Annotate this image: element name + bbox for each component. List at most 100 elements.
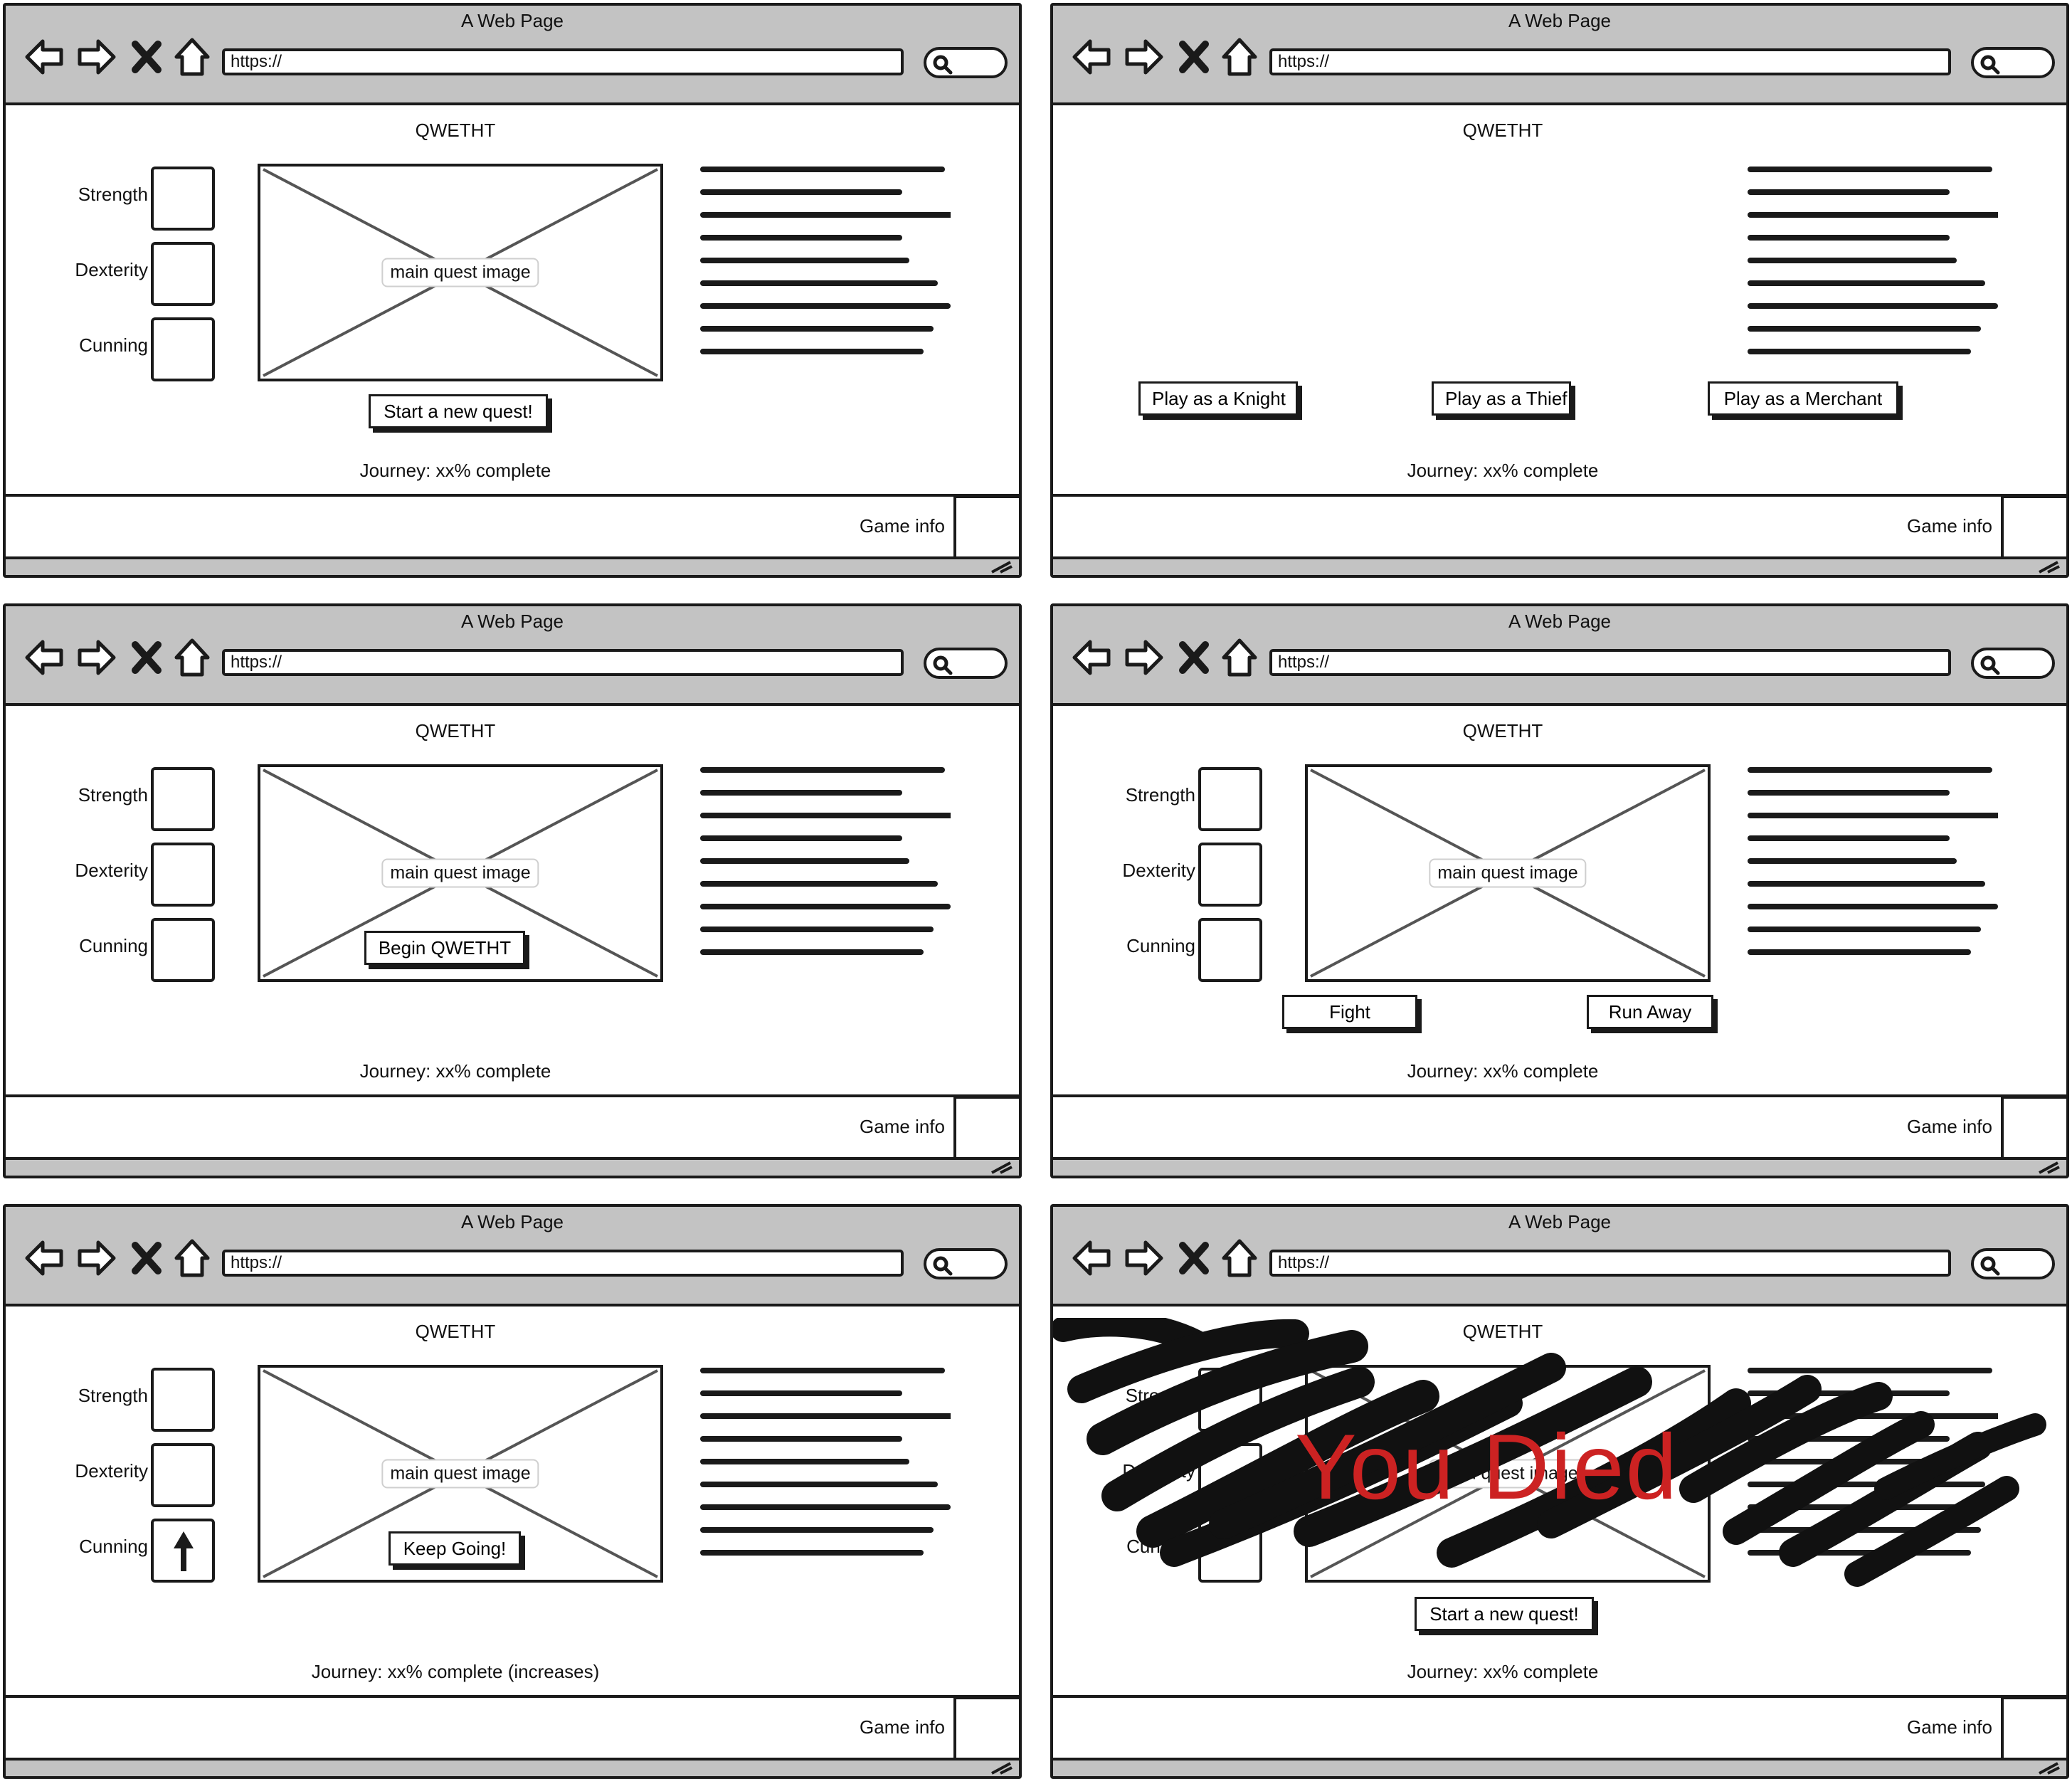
forward-arrow-icon[interactable]	[1123, 1237, 1164, 1279]
nav-buttons	[1072, 636, 1264, 683]
search-field[interactable]	[924, 47, 1008, 78]
search-field[interactable]	[1971, 1248, 2055, 1279]
close-x-icon[interactable]	[131, 636, 162, 679]
browser-titlebar: A Web Page https://	[6, 606, 1019, 706]
close-x-icon[interactable]	[131, 36, 162, 78]
search-field[interactable]	[924, 1248, 1008, 1279]
page-footer: Game info	[6, 1094, 1019, 1161]
game-info-box[interactable]	[953, 1096, 1019, 1161]
search-icon	[933, 655, 953, 675]
home-icon[interactable]	[174, 1237, 211, 1279]
resize-grip-icon[interactable]	[989, 1160, 1015, 1176]
quest-image-placeholder: main quest image Begin QWETHT	[258, 764, 663, 982]
placeholder-text-scribble	[1748, 1368, 1998, 1556]
stat-label-strength: Strength	[1125, 784, 1195, 806]
search-icon	[1980, 1256, 2000, 1276]
play-as-merchant-button[interactable]: Play as a Merchant	[1708, 381, 1898, 416]
start-new-quest-button[interactable]: Start a new quest!	[369, 394, 548, 428]
back-arrow-icon[interactable]	[24, 1237, 65, 1279]
stat-label-cunning: Cunning	[79, 935, 148, 956]
back-arrow-icon[interactable]	[24, 636, 65, 679]
stat-label-strength: Strength	[78, 784, 148, 806]
page-title: QWETHT	[415, 1321, 496, 1342]
address-bar[interactable]: https://	[222, 649, 904, 676]
game-info-link[interactable]: Game info	[1907, 1716, 1992, 1738]
page-content: QWETHT Strength Dexterity Cunning main q…	[6, 1306, 1019, 1695]
forward-arrow-icon[interactable]	[1123, 636, 1164, 679]
search-field[interactable]	[1971, 47, 2055, 78]
forward-arrow-icon[interactable]	[75, 36, 117, 78]
game-info-box[interactable]	[2001, 1096, 2066, 1161]
fight-button[interactable]: Fight	[1282, 995, 1417, 1029]
quest-image-placeholder: main quest image	[258, 164, 663, 381]
page-content: QWETHT Strength Dexterity Cunning main q…	[1053, 706, 2066, 1094]
stat-box-strength	[151, 767, 215, 831]
game-info-box[interactable]	[953, 495, 1019, 561]
browser-titlebar: A Web Page https://	[1053, 1207, 2066, 1306]
start-new-quest-button[interactable]: Start a new quest!	[1415, 1597, 1594, 1631]
back-arrow-icon[interactable]	[1072, 636, 1113, 679]
run-away-button[interactable]: Run Away	[1587, 995, 1713, 1029]
back-arrow-icon[interactable]	[1072, 1237, 1113, 1279]
stat-box-strength	[151, 1368, 215, 1432]
search-field[interactable]	[1971, 648, 2055, 679]
placeholder-text-scribble	[1748, 167, 1998, 354]
play-as-knight-button[interactable]: Play as a Knight	[1138, 381, 1298, 416]
game-info-link[interactable]: Game info	[860, 1716, 945, 1738]
back-arrow-icon[interactable]	[1072, 36, 1113, 78]
nav-buttons	[1072, 36, 1264, 83]
resize-grip-icon[interactable]	[989, 1760, 1015, 1776]
stat-box-cunning	[151, 317, 215, 381]
game-info-box[interactable]	[953, 1696, 1019, 1762]
browser-frame-character-select: A Web Page https:// QWETHT Play as a Kni…	[1050, 3, 2069, 578]
journey-progress-text: Journey: xx% complete	[1407, 460, 1599, 481]
browser-frame-start: A Web Page https:// QWETHT Strength Dext…	[3, 3, 1022, 578]
close-x-icon[interactable]	[1178, 36, 1210, 78]
image-caption: main quest image	[381, 258, 539, 287]
resize-grip-icon[interactable]	[989, 559, 1015, 575]
search-field[interactable]	[924, 648, 1008, 679]
stat-label-dexterity: Dexterity	[1122, 860, 1195, 881]
image-caption: main quest image	[381, 1459, 539, 1489]
address-bar[interactable]: https://	[1269, 48, 1951, 75]
close-x-icon[interactable]	[1178, 636, 1210, 679]
forward-arrow-icon[interactable]	[75, 636, 117, 679]
quest-image-placeholder: main quest image	[1305, 764, 1711, 982]
forward-arrow-icon[interactable]	[75, 1237, 117, 1279]
home-icon[interactable]	[174, 36, 211, 78]
stat-box-strength	[151, 167, 215, 231]
home-icon[interactable]	[1221, 36, 1258, 78]
home-icon[interactable]	[174, 636, 211, 679]
resize-grip-icon[interactable]	[2036, 1760, 2062, 1776]
close-x-icon[interactable]	[1178, 1237, 1210, 1279]
resize-grip-icon[interactable]	[2036, 559, 2062, 575]
address-bar[interactable]: https://	[1269, 649, 1951, 676]
stat-label-dexterity: Dexterity	[75, 1460, 148, 1482]
keep-going-button[interactable]: Keep Going!	[388, 1531, 521, 1566]
home-icon[interactable]	[1221, 636, 1258, 679]
game-info-box[interactable]	[2001, 1696, 2066, 1762]
begin-qwetht-button[interactable]: Begin QWETHT	[364, 931, 525, 965]
journey-progress-text: Journey: xx% complete	[1407, 1060, 1599, 1082]
browser-statusbar	[6, 556, 1019, 575]
journey-progress-text: Journey: xx% complete	[359, 460, 551, 481]
address-bar[interactable]: https://	[222, 48, 904, 75]
forward-arrow-icon[interactable]	[1123, 36, 1164, 78]
play-as-thief-button[interactable]: Play as a Thief	[1432, 381, 1571, 416]
browser-statusbar	[1053, 1157, 2066, 1176]
game-info-link[interactable]: Game info	[860, 1116, 945, 1137]
game-info-box[interactable]	[2001, 495, 2066, 561]
back-arrow-icon[interactable]	[24, 36, 65, 78]
resize-grip-icon[interactable]	[2036, 1160, 2062, 1176]
page-footer: Game info	[6, 494, 1019, 561]
browser-statusbar	[6, 1758, 1019, 1776]
address-bar[interactable]: https://	[1269, 1250, 1951, 1277]
home-icon[interactable]	[1221, 1237, 1258, 1279]
close-x-icon[interactable]	[131, 1237, 162, 1279]
stat-label-strength: Strength	[1125, 1385, 1195, 1406]
address-bar[interactable]: https://	[222, 1250, 904, 1277]
placeholder-text-scribble	[1748, 767, 1998, 955]
game-info-link[interactable]: Game info	[860, 515, 945, 537]
game-info-link[interactable]: Game info	[1907, 1116, 1992, 1137]
game-info-link[interactable]: Game info	[1907, 515, 1992, 537]
